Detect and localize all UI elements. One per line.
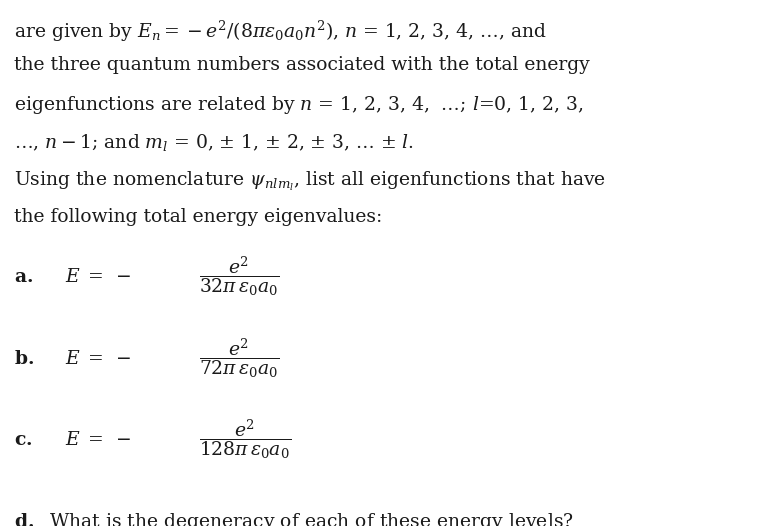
Text: $\dfrac{e^2}{72\pi\,\varepsilon_0 a_0}$: $\dfrac{e^2}{72\pi\,\varepsilon_0 a_0}$ <box>199 337 279 381</box>
Text: $\dfrac{e^2}{32\pi\,\varepsilon_0 a_0}$: $\dfrac{e^2}{32\pi\,\varepsilon_0 a_0}$ <box>199 255 279 299</box>
Text: $\bf{b.}$: $\bf{b.}$ <box>14 350 34 368</box>
Text: are given by $E_n = -e^2/(8\pi\varepsilon_0 a_0 n^2)$, $n$ = 1, 2, 3, 4, $\ldots: are given by $E_n = -e^2/(8\pi\varepsilo… <box>14 18 546 44</box>
Text: $\dfrac{e^2}{128\pi\,\varepsilon_0 a_0}$: $\dfrac{e^2}{128\pi\,\varepsilon_0 a_0}$ <box>199 418 290 462</box>
Text: $\bf{d.}$  What is the degeneracy of each of these energy levels?: $\bf{d.}$ What is the degeneracy of each… <box>14 511 574 526</box>
Text: $\bf{c.}$: $\bf{c.}$ <box>14 431 32 449</box>
Text: $E\;=\;-$: $E\;=\;-$ <box>65 350 131 368</box>
Text: the following total energy eigenvalues:: the following total energy eigenvalues: <box>14 208 382 226</box>
Text: the three quantum numbers associated with the total energy: the three quantum numbers associated wit… <box>14 56 590 74</box>
Text: Using the nomenclature $\psi_{nlm_l}$, list all eigenfunctions that have: Using the nomenclature $\psi_{nlm_l}$, l… <box>14 170 606 193</box>
Text: $\bf{a.}$: $\bf{a.}$ <box>14 268 33 286</box>
Text: $\ldots$, $n-1$; and $m_l$ = 0, $\pm$ 1, $\pm$ 2, $\pm$ 3, $\ldots$ $\pm$ $l$.: $\ldots$, $n-1$; and $m_l$ = 0, $\pm$ 1,… <box>14 132 414 153</box>
Text: eigenfunctions are related by $n$ = 1, 2, 3, 4,  $\ldots$; $l$=0, 1, 2, 3,: eigenfunctions are related by $n$ = 1, 2… <box>14 94 583 116</box>
Text: $E\;=\;-$: $E\;=\;-$ <box>65 431 131 449</box>
Text: $E\;=\;-$: $E\;=\;-$ <box>65 268 131 286</box>
